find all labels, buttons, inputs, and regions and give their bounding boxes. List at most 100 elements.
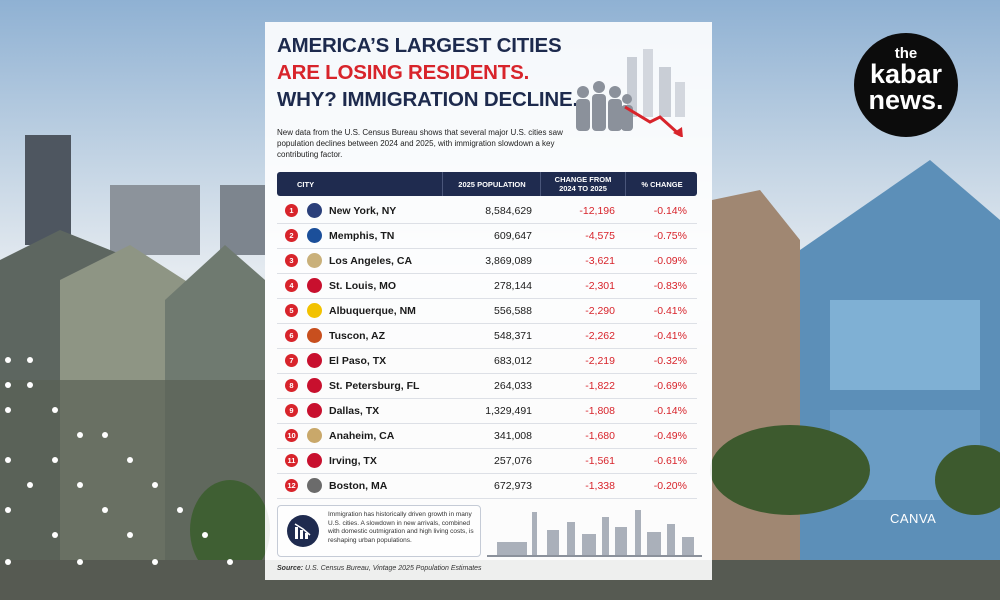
population: 548,371 (494, 329, 532, 342)
city: Dallas, TX (329, 404, 380, 417)
flag-icon (307, 428, 322, 443)
skyline (487, 510, 702, 557)
flag-icon (307, 378, 322, 393)
population: 278,144 (494, 279, 532, 292)
population: 257,076 (494, 454, 532, 467)
change: -1,680 (585, 429, 615, 442)
infographic-card: AMERICA’S LARGEST CITIES ARE LOSING RESI… (265, 22, 712, 580)
city: Memphis, TN (329, 229, 395, 242)
rank-badge: 10 (285, 429, 298, 442)
city: Albuquerque, NM (329, 304, 416, 317)
percent-change: -0.69% (653, 379, 687, 392)
illustration (576, 49, 685, 137)
column-header: CITY (297, 179, 315, 189)
table-row: 7 El Paso, TX 683,012 -2,219 -0.32% (277, 348, 697, 374)
table-row: 1 New York, NY 8,584,629 -12,196 -0.14% (277, 198, 697, 224)
flag-icon (307, 478, 322, 493)
change: -2,290 (585, 304, 615, 317)
title-line: WHY? IMMIGRATION DECLINE. (277, 88, 578, 111)
logo-line: news. (868, 85, 944, 115)
change: -12,196 (579, 204, 615, 217)
percent-change: -0.41% (653, 304, 687, 317)
change: -4,575 (585, 229, 615, 242)
rank-badge: 6 (285, 329, 298, 342)
table-row: 4 St. Louis, MO 278,144 -2,301 -0.83% (277, 273, 697, 299)
city: Tuscon, AZ (329, 329, 385, 342)
note-box: Immigration has historically driven grow… (277, 505, 481, 557)
percent-change: -0.75% (653, 229, 687, 242)
flag-icon (307, 303, 322, 318)
percent-change: -0.83% (653, 279, 687, 292)
note-icon (287, 515, 319, 547)
city: New York, NY (329, 204, 397, 217)
table-row: 6 Tuscon, AZ 548,371 -2,262 -0.41% (277, 323, 697, 349)
population: 3,869,089 (485, 254, 532, 267)
column-header: % CHANGE (625, 172, 698, 196)
rank-badge: 9 (285, 404, 298, 417)
population: 264,033 (494, 379, 532, 392)
watermark: CANVA (890, 511, 937, 526)
table-row: 12 Boston, MA 672,973 -1,338 -0.20% (277, 473, 697, 499)
rank-badge: 12 (285, 479, 298, 492)
rank-badge: 3 (285, 254, 298, 267)
percent-change: -0.14% (653, 404, 687, 417)
table-row: 9 Dallas, TX 1,329,491 -1,808 -0.14% (277, 398, 697, 424)
change: -2,219 (585, 354, 615, 367)
flag-icon (307, 353, 322, 368)
flag-icon (307, 403, 322, 418)
percent-change: -0.41% (653, 329, 687, 342)
title-line: AMERICA’S LARGEST CITIES (277, 34, 562, 57)
logo-line: the (894, 45, 918, 62)
rank-badge: 8 (285, 379, 298, 392)
rank-badge: 2 (285, 229, 298, 242)
rank-badge: 7 (285, 354, 298, 367)
city: Los Angeles, CA (329, 254, 413, 267)
change: -2,301 (585, 279, 615, 292)
population: 609,647 (494, 229, 532, 242)
table-row: 2 Memphis, TN 609,647 -4,575 -0.75% (277, 223, 697, 249)
population: 1,329,491 (485, 404, 532, 417)
table-row: 8 St. Petersburg, FL 264,033 -1,822 -0.69% (277, 373, 697, 399)
city: Irving, TX (329, 454, 377, 467)
table-row: 11 Irving, TX 257,076 -1,561 -0.61% (277, 448, 697, 474)
change: -2,262 (585, 329, 615, 342)
title-line: ARE LOSING RESIDENTS. (277, 61, 530, 84)
change: -1,338 (585, 479, 615, 492)
note-text: Immigration has historically driven grow… (328, 511, 474, 544)
percent-change: -0.61% (653, 454, 687, 467)
table-row: 3 Los Angeles, CA 3,869,089 -3,621 -0.09% (277, 248, 697, 274)
change: -1,822 (585, 379, 615, 392)
population: 8,584,629 (485, 204, 532, 217)
percent-change: -0.20% (653, 479, 687, 492)
table-row: 10 Anaheim, CA 341,008 -1,680 -0.49% (277, 423, 697, 449)
logo-line: kabar (869, 59, 943, 89)
description: New data from the U.S. Census Bureau sho… (277, 128, 563, 159)
flag-icon (307, 328, 322, 343)
city: El Paso, TX (329, 354, 387, 367)
column-header: CHANGE FROM 2024 TO 2025 (540, 172, 625, 196)
city: St. Louis, MO (329, 279, 397, 292)
rank-badge: 1 (285, 204, 298, 217)
source-label: Source: (277, 565, 304, 572)
change: -1,808 (585, 404, 615, 417)
change: -3,621 (585, 254, 615, 267)
flag-icon (307, 203, 322, 218)
column-header: 2025 POPULATION (442, 172, 541, 196)
percent-change: -0.14% (653, 204, 687, 217)
source: Source: U.S. Census Bureau, Vintage 2025… (277, 565, 482, 572)
percent-change: -0.49% (653, 429, 687, 442)
percent-change: -0.09% (653, 254, 687, 267)
percent-change: -0.32% (653, 354, 687, 367)
logo: the kabar news. (854, 33, 958, 137)
table-header: CITY 2025 POPULATION CHANGE FROM 2024 TO… (277, 172, 697, 196)
population: 683,012 (494, 354, 532, 367)
city: St. Petersburg, FL (329, 379, 420, 392)
flag-icon (307, 278, 322, 293)
flag-icon (307, 228, 322, 243)
city: Anaheim, CA (329, 429, 395, 442)
population: 672,973 (494, 479, 532, 492)
flag-icon (307, 453, 322, 468)
population: 341,008 (494, 429, 532, 442)
rank-badge: 11 (285, 454, 298, 467)
